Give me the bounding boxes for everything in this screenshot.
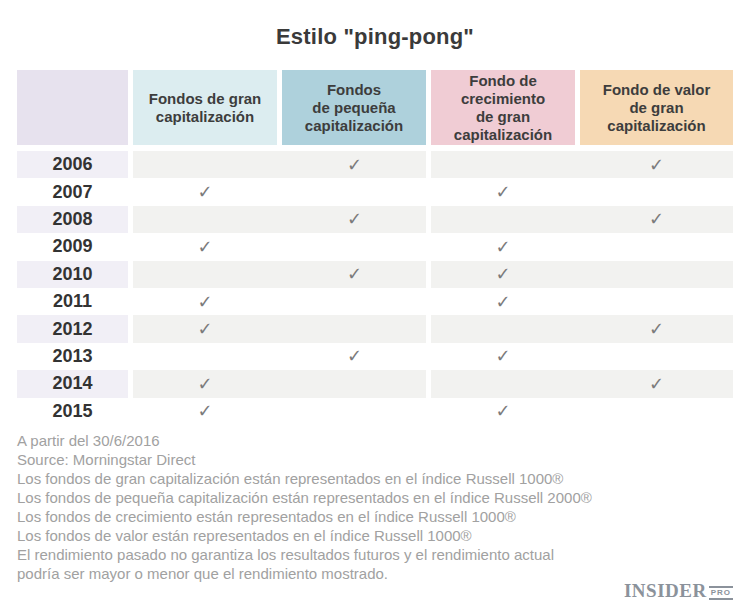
check-icon: ✓ xyxy=(495,265,510,283)
table-row: 2014 ✓ ✓ xyxy=(0,370,750,397)
logo-pro-badge: PRO xyxy=(709,586,733,600)
row-band-left xyxy=(133,315,426,342)
check-icon: ✓ xyxy=(197,375,212,393)
row-band-right xyxy=(431,315,733,342)
row-band-left xyxy=(133,398,426,425)
column-header-fondo-valor: Fondo de valor de gran capitalización xyxy=(580,70,733,145)
infographic-page: Estilo "ping-pong" Fondos de gran capita… xyxy=(0,0,750,615)
check-icon: ✓ xyxy=(495,293,510,311)
row-band-left xyxy=(133,151,426,178)
check-icon: ✓ xyxy=(495,183,510,201)
table-row: 2006 ✓ ✓ xyxy=(0,151,750,178)
year-label: 2009 xyxy=(17,233,128,260)
check-icon: ✓ xyxy=(197,183,212,201)
row-band-right xyxy=(431,233,733,260)
check-icon: ✓ xyxy=(347,210,362,228)
check-icon: ✓ xyxy=(347,156,362,174)
table-row: 2012 ✓ ✓ xyxy=(0,315,750,342)
year-label: 2007 xyxy=(17,178,128,205)
row-band-right xyxy=(431,398,733,425)
footer-line: Los fondos de gran capitalización están … xyxy=(17,469,717,488)
table-rows: 2006✓✓2007✓✓2008✓✓2009✓✓2010✓✓2011✓✓2012… xyxy=(0,151,750,425)
row-band-left xyxy=(133,288,426,315)
logo-wordmark: INSIDER xyxy=(624,580,707,602)
row-band-left xyxy=(133,206,426,233)
check-icon: ✓ xyxy=(649,156,664,174)
check-icon: ✓ xyxy=(197,402,212,420)
footer-line: Los fondos de crecimiento están represen… xyxy=(17,507,717,526)
check-icon: ✓ xyxy=(347,347,362,365)
column-header-fondos-pequena-cap: Fondos de pequeña capitalización xyxy=(282,70,426,145)
page-title: Estilo "ping-pong" xyxy=(0,24,750,50)
footer-line: podría ser mayor o menor que el rendimie… xyxy=(17,564,717,583)
row-band-right xyxy=(431,343,733,370)
footer-line: El rendimiento pasado no garantiza los r… xyxy=(17,545,717,564)
year-label: 2014 xyxy=(17,370,128,397)
table-row: 2015 ✓ ✓ xyxy=(0,398,750,425)
check-icon: ✓ xyxy=(197,238,212,256)
year-label: 2015 xyxy=(17,398,128,425)
footer-line: A partir del 30/6/2016 xyxy=(17,431,717,450)
check-icon: ✓ xyxy=(197,320,212,338)
check-icon: ✓ xyxy=(649,210,664,228)
row-band-left xyxy=(133,178,426,205)
row-band-right xyxy=(431,151,733,178)
row-band-right xyxy=(431,288,733,315)
check-icon: ✓ xyxy=(649,320,664,338)
check-icon: ✓ xyxy=(197,293,212,311)
column-header-fondos-gran-cap: Fondos de gran capitalización xyxy=(133,70,277,145)
year-label: 2013 xyxy=(17,343,128,370)
row-band-left xyxy=(133,233,426,260)
year-column-header xyxy=(17,70,128,145)
row-band-right xyxy=(431,178,733,205)
year-label: 2006 xyxy=(17,151,128,178)
check-icon: ✓ xyxy=(495,402,510,420)
year-label: 2008 xyxy=(17,206,128,233)
footer-line: Los fondos de valor están representados … xyxy=(17,526,717,545)
check-icon: ✓ xyxy=(495,238,510,256)
year-label: 2010 xyxy=(17,261,128,288)
row-band-right xyxy=(431,261,733,288)
check-icon: ✓ xyxy=(495,347,510,365)
year-label: 2011 xyxy=(17,288,128,315)
footer-line: Los fondos de pequeña capitalización est… xyxy=(17,488,717,507)
table-row: 2007 ✓ ✓ xyxy=(0,178,750,205)
footer-notes: A partir del 30/6/2016Source: Morningsta… xyxy=(17,431,717,583)
insiderpro-logo: INSIDER PRO xyxy=(624,580,733,602)
table-row: 2011 ✓ ✓ xyxy=(0,288,750,315)
row-band-right xyxy=(431,370,733,397)
row-band-right xyxy=(431,206,733,233)
check-icon: ✓ xyxy=(347,265,362,283)
column-header-fondo-crecimiento: Fondo de crecimiento de gran capitalizac… xyxy=(431,70,575,145)
table-row: 2010 ✓ ✓ xyxy=(0,261,750,288)
check-icon: ✓ xyxy=(649,375,664,393)
row-band-left xyxy=(133,343,426,370)
footer-line: Source: Morningstar Direct xyxy=(17,450,717,469)
table-row: 2013 ✓ ✓ xyxy=(0,343,750,370)
table-row: 2009 ✓ ✓ xyxy=(0,233,750,260)
row-band-left xyxy=(133,370,426,397)
table-row: 2008 ✓ ✓ xyxy=(0,206,750,233)
year-label: 2012 xyxy=(17,315,128,342)
row-band-left xyxy=(133,261,426,288)
